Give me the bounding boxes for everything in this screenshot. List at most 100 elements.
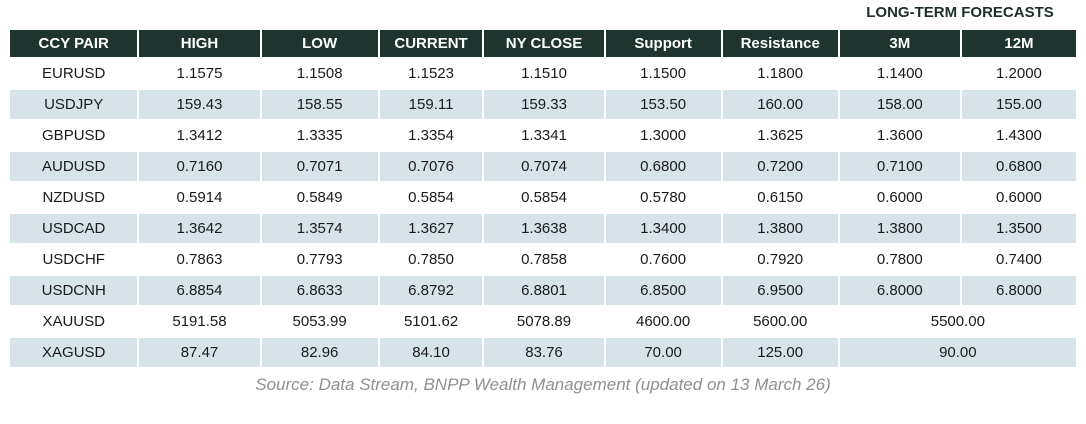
cell-resistance: 6.9500 — [720, 274, 840, 307]
cell-support: 0.5780 — [603, 181, 723, 214]
cell-3m: 1.1400 — [837, 57, 962, 90]
cell-12m: 1.3500 — [959, 212, 1079, 245]
row-usdcnh: USDCNH 6.8854 6.8633 6.8792 6.8801 6.850… — [7, 274, 1079, 307]
cell-high: 1.1575 — [137, 57, 262, 90]
row-xauusd: XAUUSD 5191.58 5053.99 5101.62 5078.89 4… — [7, 305, 1079, 338]
cell-support: 0.6800 — [603, 150, 723, 183]
fx-forecast-table: CCY PAIR HIGH LOW CURRENT NY CLOSE Suppo… — [7, 28, 1079, 369]
cell-resistance: 1.1800 — [720, 57, 840, 90]
cell-ny-close: 0.5854 — [482, 181, 606, 214]
cell-support: 1.3000 — [603, 119, 723, 152]
cell-resistance: 0.7200 — [720, 150, 840, 183]
col-header-low: LOW — [259, 28, 380, 59]
cell-pair: XAGUSD — [7, 336, 140, 369]
cell-forecast-merged: 90.00 — [837, 336, 1079, 369]
cell-3m: 6.8000 — [837, 274, 962, 307]
cell-current: 0.7076 — [377, 150, 485, 183]
cell-support: 4600.00 — [603, 305, 723, 338]
cell-high: 87.47 — [137, 336, 262, 369]
cell-3m: 0.6000 — [837, 181, 962, 214]
cell-low: 0.7071 — [259, 150, 380, 183]
col-header-ny-close: NY CLOSE — [482, 28, 606, 59]
cell-low: 1.3574 — [259, 212, 380, 245]
row-xagusd: XAGUSD 87.47 82.96 84.10 83.76 70.00 125… — [7, 336, 1079, 369]
cell-3m: 1.3600 — [837, 119, 962, 152]
col-header-3m: 3M — [837, 28, 962, 59]
col-header-current: CURRENT — [377, 28, 485, 59]
cell-pair: USDCNH — [7, 274, 140, 307]
cell-current: 0.5854 — [377, 181, 485, 214]
cell-pair: USDCAD — [7, 212, 140, 245]
cell-high: 5191.58 — [137, 305, 262, 338]
cell-ny-close: 6.8801 — [482, 274, 606, 307]
cell-ny-close: 83.76 — [482, 336, 606, 369]
cell-pair: XAUUSD — [7, 305, 140, 338]
cell-12m: 1.2000 — [959, 57, 1079, 90]
col-header-high: HIGH — [137, 28, 262, 59]
row-usdcad: USDCAD 1.3642 1.3574 1.3627 1.3638 1.340… — [7, 212, 1079, 245]
cell-high: 159.43 — [137, 88, 262, 121]
cell-pair: USDCHF — [7, 243, 140, 276]
cell-support: 0.7600 — [603, 243, 723, 276]
cell-low: 6.8633 — [259, 274, 380, 307]
cell-current: 1.3354 — [377, 119, 485, 152]
cell-low: 0.7793 — [259, 243, 380, 276]
cell-3m: 158.00 — [837, 88, 962, 121]
cell-low: 0.5849 — [259, 181, 380, 214]
cell-pair: USDJPY — [7, 88, 140, 121]
cell-12m: 155.00 — [959, 88, 1079, 121]
cell-current: 1.3627 — [377, 212, 485, 245]
cell-12m: 0.7400 — [959, 243, 1079, 276]
row-usdchf: USDCHF 0.7863 0.7793 0.7850 0.7858 0.760… — [7, 243, 1079, 276]
cell-ny-close: 0.7074 — [482, 150, 606, 183]
cell-ny-close: 0.7858 — [482, 243, 606, 276]
cell-resistance: 0.6150 — [720, 181, 840, 214]
cell-pair: NZDUSD — [7, 181, 140, 214]
cell-low: 1.1508 — [259, 57, 380, 90]
cell-low: 1.3335 — [259, 119, 380, 152]
row-audusd: AUDUSD 0.7160 0.7071 0.7076 0.7074 0.680… — [7, 150, 1079, 183]
cell-ny-close: 5078.89 — [482, 305, 606, 338]
col-header-ccy-pair: CCY PAIR — [7, 28, 140, 59]
cell-3m: 1.3800 — [837, 212, 962, 245]
cell-high: 0.7863 — [137, 243, 262, 276]
cell-resistance: 1.3625 — [720, 119, 840, 152]
cell-ny-close: 1.3638 — [482, 212, 606, 245]
cell-12m: 0.6000 — [959, 181, 1079, 214]
cell-low: 82.96 — [259, 336, 380, 369]
header-row: CCY PAIR HIGH LOW CURRENT NY CLOSE Suppo… — [7, 28, 1079, 59]
cell-resistance: 160.00 — [720, 88, 840, 121]
cell-12m: 1.4300 — [959, 119, 1079, 152]
cell-current: 0.7850 — [377, 243, 485, 276]
cell-high: 1.3412 — [137, 119, 262, 152]
cell-high: 6.8854 — [137, 274, 262, 307]
col-header-support: Support — [603, 28, 723, 59]
cell-high: 0.7160 — [137, 150, 262, 183]
cell-3m: 0.7800 — [837, 243, 962, 276]
cell-high: 1.3642 — [137, 212, 262, 245]
cell-current: 159.11 — [377, 88, 485, 121]
cell-resistance: 5600.00 — [720, 305, 840, 338]
row-usdjpy: USDJPY 159.43 158.55 159.11 159.33 153.5… — [7, 88, 1079, 121]
cell-current: 84.10 — [377, 336, 485, 369]
row-eurusd: EURUSD 1.1575 1.1508 1.1523 1.1510 1.150… — [7, 57, 1079, 90]
long-term-forecasts-label: LONG-TERM FORECASTS — [866, 4, 1054, 21]
forecast-label-row: LONG-TERM FORECASTS — [8, 4, 1078, 28]
cell-support: 1.3400 — [603, 212, 723, 245]
cell-low: 158.55 — [259, 88, 380, 121]
cell-current: 5101.62 — [377, 305, 485, 338]
row-nzdusd: NZDUSD 0.5914 0.5849 0.5854 0.5854 0.578… — [7, 181, 1079, 214]
col-header-12m: 12M — [959, 28, 1079, 59]
cell-resistance: 125.00 — [720, 336, 840, 369]
cell-resistance: 1.3800 — [720, 212, 840, 245]
cell-3m: 0.7100 — [837, 150, 962, 183]
cell-pair: GBPUSD — [7, 119, 140, 152]
cell-ny-close: 1.1510 — [482, 57, 606, 90]
cell-forecast-merged: 5500.00 — [837, 305, 1079, 338]
cell-high: 0.5914 — [137, 181, 262, 214]
cell-support: 70.00 — [603, 336, 723, 369]
cell-current: 6.8792 — [377, 274, 485, 307]
cell-support: 6.8500 — [603, 274, 723, 307]
cell-ny-close: 159.33 — [482, 88, 606, 121]
